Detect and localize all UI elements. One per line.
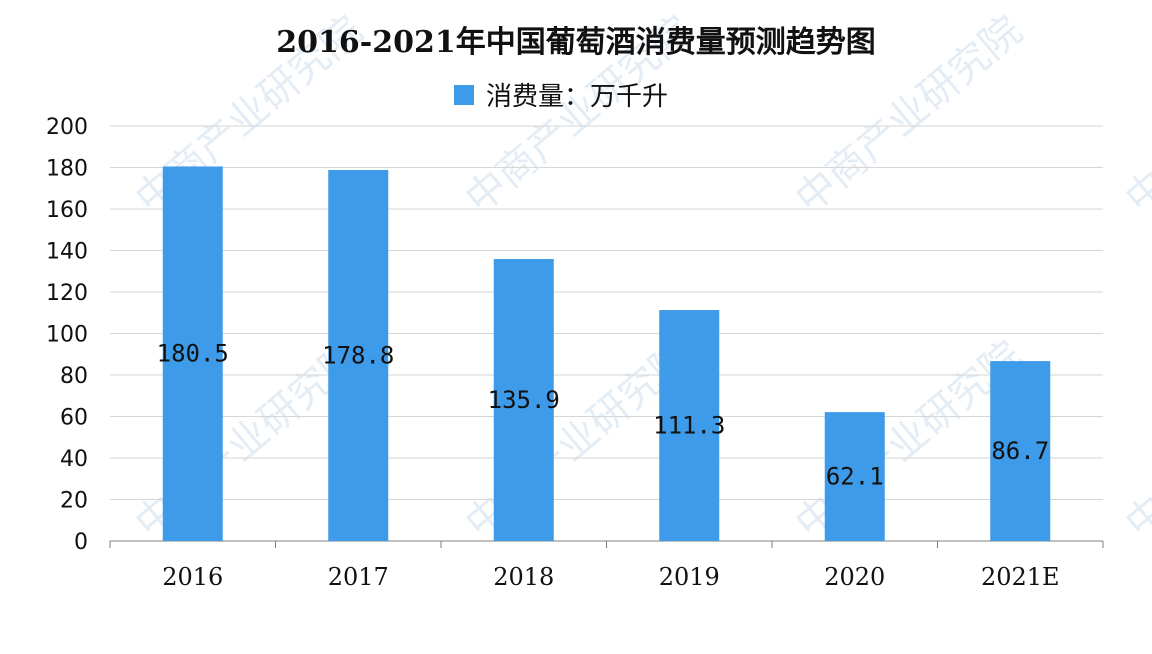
bar	[990, 361, 1051, 541]
legend-label: 消费量：万千升	[486, 82, 668, 112]
data-label: 111.3	[653, 412, 725, 440]
y-tick-label: 180	[46, 157, 88, 182]
legend: 消费量：万千升	[454, 82, 668, 112]
y-tick-label: 160	[46, 198, 88, 223]
y-tick-label: 40	[60, 447, 88, 472]
data-label: 86.7	[991, 437, 1049, 465]
x-tick-label: 2018	[493, 563, 554, 591]
bar	[493, 259, 554, 541]
chart-title: 2016-2021年中国葡萄酒消费量预测趋势图	[276, 25, 875, 60]
y-tick-label: 20	[60, 489, 88, 514]
data-label: 135.9	[488, 386, 560, 414]
watermark-text: 中商产业研究院	[1117, 332, 1152, 547]
bar	[824, 412, 885, 541]
x-tick-label: 2017	[328, 563, 389, 591]
bar	[162, 166, 223, 541]
y-tick-label: 120	[46, 281, 88, 306]
bar	[659, 310, 720, 541]
x-tick-label: 2020	[824, 563, 885, 591]
data-label: 178.8	[322, 341, 394, 369]
watermark-text: 中商产业研究院	[1117, 7, 1152, 222]
data-label: 180.5	[157, 340, 229, 368]
data-label: 62.1	[826, 463, 884, 491]
y-tick-label: 200	[46, 115, 88, 140]
y-tick-label: 80	[60, 364, 88, 389]
grid-lines	[110, 125, 1103, 542]
legend-swatch	[454, 85, 474, 105]
bar-series	[162, 166, 1051, 542]
x-tick-label: 2019	[659, 563, 720, 591]
y-axis: 0 20 40 60 80 100 120 140 160 180 200	[46, 115, 88, 555]
y-tick-label: 60	[60, 406, 88, 431]
bar	[328, 169, 389, 542]
y-tick-label: 0	[74, 530, 88, 555]
y-tick-label: 100	[46, 323, 88, 348]
x-tick-label: 2016	[162, 563, 223, 591]
y-tick-label: 140	[46, 240, 88, 265]
x-axis: 2016 2017 2018 2019 2020 2021E	[109, 541, 1104, 591]
x-tick-label: 2021E	[981, 563, 1060, 591]
data-labels: 180.5 178.8 135.9 111.3 62.1 86.7	[157, 340, 1050, 491]
